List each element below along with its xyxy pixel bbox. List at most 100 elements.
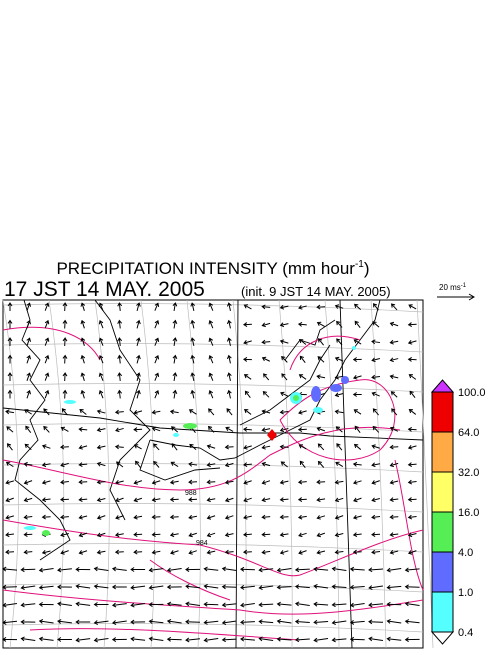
wind-arrow bbox=[371, 497, 380, 503]
colorbar: 0.4 1.0 4.0 16.0 32.0 64.0 100.0 bbox=[430, 379, 486, 645]
wind-arrow bbox=[185, 619, 201, 625]
wind-arrow bbox=[154, 302, 160, 311]
wind-arrow bbox=[98, 389, 104, 399]
wind-arrow bbox=[206, 462, 216, 468]
wind-arrow bbox=[390, 391, 398, 398]
wind-arrow bbox=[2, 636, 18, 642]
wind-arrow bbox=[96, 532, 106, 538]
lat-lon-grid bbox=[2, 299, 434, 649]
wind-arrow bbox=[317, 356, 325, 363]
wind-arrow bbox=[389, 357, 399, 363]
wind-arrow bbox=[224, 549, 234, 555]
wind-arrow bbox=[389, 339, 399, 345]
wind-arrow bbox=[41, 462, 51, 468]
coastline bbox=[2, 299, 424, 649]
wind-arrow bbox=[316, 515, 326, 520]
wind-arrow bbox=[60, 479, 69, 485]
wind-arrow bbox=[172, 319, 178, 329]
wind-arrow bbox=[279, 514, 289, 520]
wind-arrow bbox=[371, 391, 380, 397]
wind-arrow bbox=[44, 389, 50, 399]
wind-arrow bbox=[240, 636, 255, 642]
wind-arrow bbox=[117, 319, 123, 329]
wind-arrow bbox=[111, 584, 127, 590]
wind-arrow bbox=[172, 372, 178, 382]
wind-arrow bbox=[130, 619, 146, 625]
wind-arrow bbox=[78, 426, 88, 432]
wind-arrow bbox=[243, 549, 252, 555]
grid-line bbox=[2, 503, 424, 513]
wind-arrow bbox=[334, 392, 344, 398]
wind-arrow bbox=[188, 409, 197, 415]
wind-arrow bbox=[372, 425, 380, 433]
wind-arrow bbox=[78, 550, 88, 555]
valid-time: 17 JST 14 MAY. 2005 bbox=[4, 278, 205, 301]
wind-arrow bbox=[188, 550, 197, 555]
wind-arrow bbox=[352, 392, 362, 397]
wind-arrow bbox=[60, 497, 69, 502]
wind-arrow bbox=[261, 444, 271, 450]
wind-arrow bbox=[279, 427, 289, 433]
wind-vectors bbox=[2, 302, 420, 643]
wind-arrow bbox=[44, 319, 50, 329]
wind-arrow bbox=[243, 322, 252, 327]
wind-arrow bbox=[258, 567, 274, 573]
wind-arrow bbox=[93, 620, 109, 625]
wind-arrow bbox=[206, 497, 216, 503]
wind-arrow bbox=[115, 427, 124, 433]
wind-arrow bbox=[298, 338, 307, 345]
wind-arrow bbox=[75, 566, 91, 572]
wind-arrow bbox=[5, 515, 14, 520]
wind-arrow bbox=[96, 427, 106, 433]
wind-scale-sup: -1 bbox=[461, 283, 467, 289]
grid-line bbox=[94, 299, 110, 649]
wind-arrow bbox=[38, 636, 54, 642]
colorbar-label: 16.0 bbox=[458, 507, 479, 519]
grid-line bbox=[2, 423, 424, 433]
wind-arrow bbox=[189, 443, 197, 450]
wind-arrow bbox=[372, 303, 379, 311]
wind-arrow bbox=[190, 372, 196, 382]
wind-arrow bbox=[407, 322, 417, 327]
wind-arrow bbox=[115, 497, 124, 503]
wind-arrow bbox=[169, 479, 179, 485]
wind-arrow bbox=[407, 340, 417, 345]
wind-arrow bbox=[294, 584, 310, 590]
wind-arrow bbox=[243, 480, 252, 485]
wind-arrow bbox=[41, 480, 51, 485]
wind-arrow bbox=[243, 426, 252, 432]
wind-arrow bbox=[151, 532, 161, 538]
wind-arrow bbox=[166, 567, 182, 573]
wind-arrow bbox=[316, 479, 326, 485]
wind-arrow bbox=[60, 462, 69, 468]
wind-arrow bbox=[136, 372, 141, 381]
wind-arrow bbox=[298, 532, 307, 538]
wind-arrow bbox=[171, 443, 178, 451]
wind-arrow bbox=[281, 373, 288, 381]
wind-arrow bbox=[221, 584, 237, 590]
wind-arrow bbox=[261, 409, 271, 415]
wind-arrow bbox=[389, 514, 399, 520]
wind-arrow bbox=[371, 374, 381, 380]
wind-arrow bbox=[368, 602, 384, 608]
wind-arrow bbox=[281, 355, 288, 363]
wind-arrow bbox=[185, 567, 201, 573]
wind-arrow bbox=[135, 460, 141, 468]
wind-arrow bbox=[96, 444, 106, 450]
wind-arrow bbox=[38, 585, 54, 590]
wind-arrow bbox=[276, 618, 292, 624]
wind-arrow bbox=[294, 567, 310, 573]
wind-arrow bbox=[7, 372, 13, 381]
wind-arrow bbox=[336, 338, 343, 346]
wind-arrow bbox=[43, 408, 50, 416]
wind-arrow bbox=[117, 302, 123, 312]
wind-arrow bbox=[98, 319, 104, 329]
wind-arrow bbox=[190, 302, 196, 312]
wind-arrow bbox=[62, 319, 68, 329]
wind-arrow bbox=[371, 444, 380, 449]
wind-arrow bbox=[41, 444, 51, 449]
wind-arrow bbox=[297, 321, 307, 327]
wind-arrow bbox=[20, 636, 36, 642]
wind-arrow bbox=[298, 444, 307, 450]
